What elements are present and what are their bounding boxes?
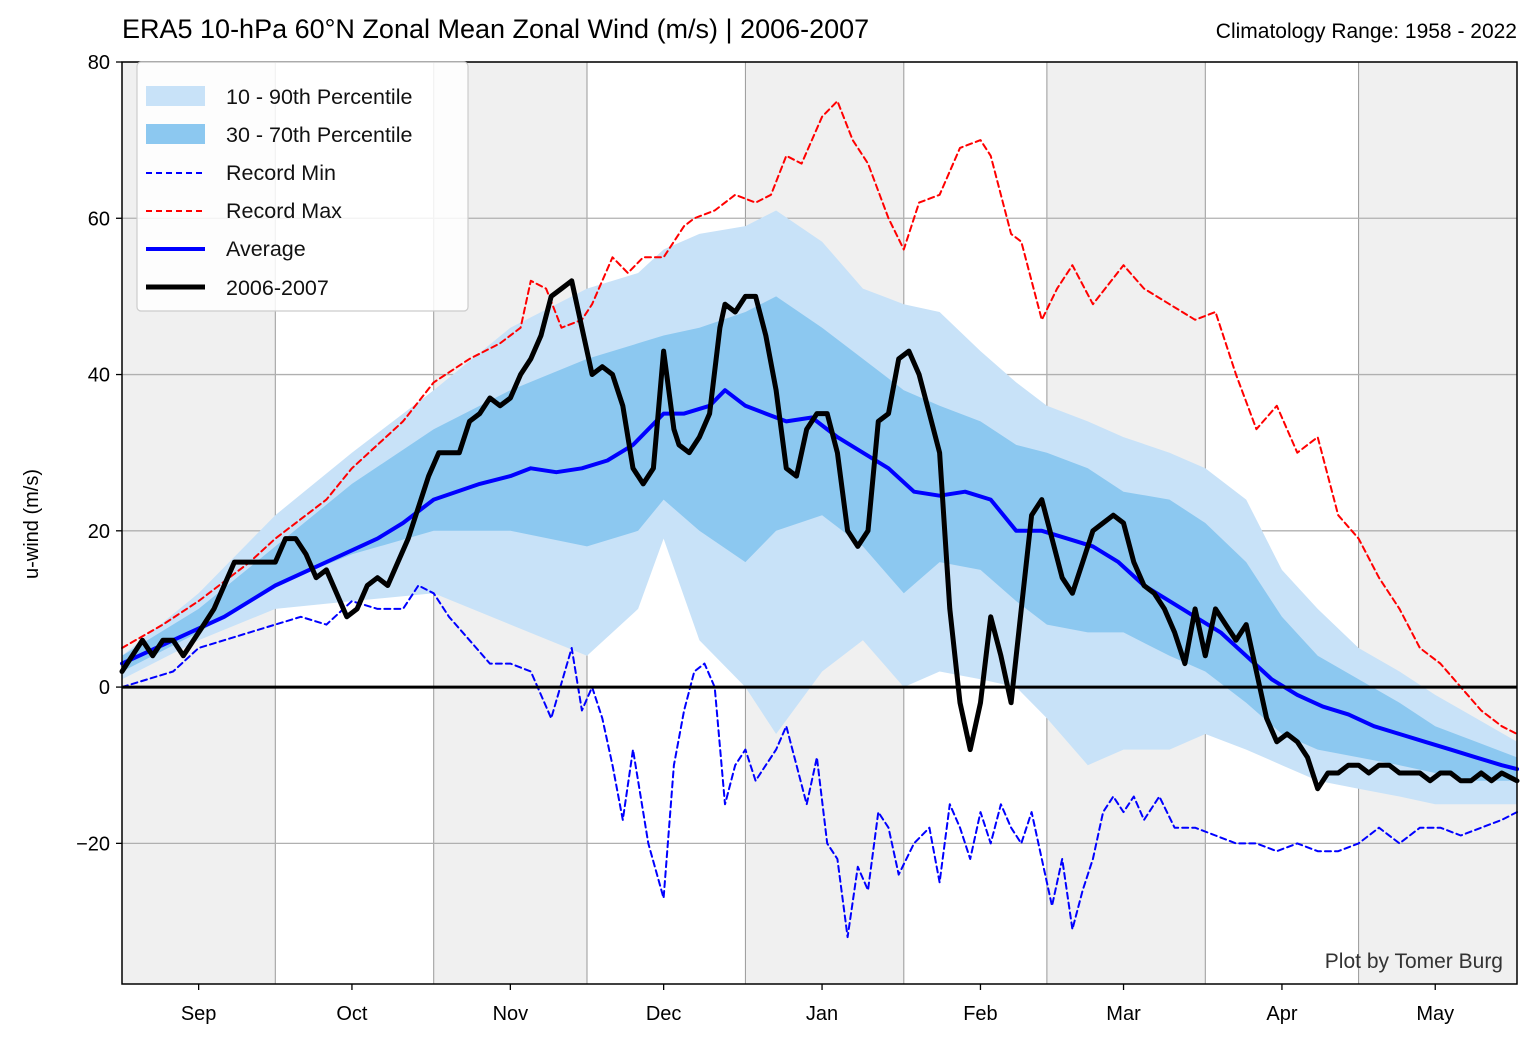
plot-credit: Plot by Tomer Burg	[1325, 950, 1503, 973]
legend-swatch-p30-70	[146, 124, 205, 144]
legend-label-average: Average	[226, 237, 306, 261]
legend-label-season: 2006-2007	[226, 276, 329, 300]
series-lines	[119, 100, 1520, 939]
series-line-average	[120, 388, 1519, 772]
y-tick-label-5: 80	[88, 52, 110, 74]
x-tick-label-nov: Nov	[493, 1003, 529, 1025]
legend-label-record-min: Record Min	[226, 161, 336, 185]
x-tick-label-apr: Apr	[1266, 1003, 1297, 1025]
x-tick-label-dec: Dec	[646, 1003, 682, 1025]
x-tick-label-sep: Sep	[181, 1003, 217, 1025]
y-tick-label-3: 40	[88, 365, 110, 387]
chart-title: ERA5 10-hPa 60°N Zonal Mean Zonal Wind (…	[122, 14, 870, 44]
series-line-record-max	[121, 100, 1518, 735]
legend: 10 - 90th Percentile 30 - 70th Percentil…	[136, 61, 469, 312]
legend-label-p30-70: 30 - 70th Percentile	[226, 123, 412, 147]
series-line-2006-2007	[119, 278, 1520, 792]
plot-frame	[121, 61, 1518, 985]
x-tick-label-oct: Oct	[336, 1003, 368, 1025]
legend-label-record-max: Record Max	[226, 199, 342, 223]
y-tick-label-2: 20	[88, 521, 110, 543]
shaded-span-4	[1358, 62, 1517, 984]
x-tick-label-may: May	[1416, 1003, 1454, 1025]
legend-label-p10-90: 10 - 90th Percentile	[226, 85, 412, 109]
y-tick-label-1: 0	[99, 677, 110, 699]
x-axis-ticks: Sep Oct Nov Dec Jan Feb Mar Apr May	[181, 984, 1454, 1025]
y-axis-ticks: −20 0 20 40 60 80	[76, 52, 122, 855]
x-tick-label-jan: Jan	[806, 1003, 838, 1025]
y-axis-label: u-wind (m/s)	[21, 469, 43, 579]
x-tick-label-mar: Mar	[1106, 1003, 1141, 1025]
legend-swatch-p10-90	[146, 86, 205, 106]
y-tick-label-0: −20	[76, 833, 110, 855]
series-line-record-min	[121, 584, 1518, 939]
y-tick-label-4: 60	[88, 208, 110, 230]
legend-box	[136, 61, 469, 312]
x-tick-label-feb: Feb	[963, 1003, 997, 1025]
climatology-range-label: Climatology Range: 1958 - 2022	[1215, 20, 1517, 43]
